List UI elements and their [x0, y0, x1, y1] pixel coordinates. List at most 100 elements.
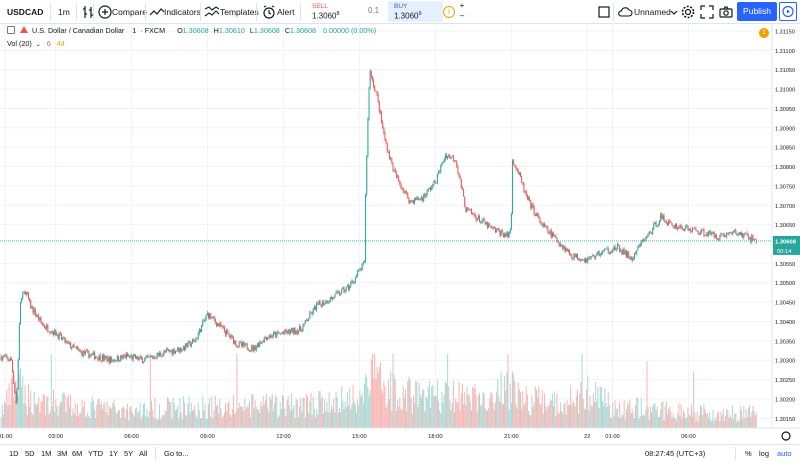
candle-body	[125, 353, 127, 359]
volume-bar	[422, 389, 424, 428]
volume-bar	[357, 399, 359, 428]
range-all[interactable]: All	[139, 449, 148, 458]
volume-bar	[188, 396, 190, 428]
range-5d[interactable]: 5D	[25, 449, 35, 458]
volume-bar	[744, 418, 746, 428]
candle-body	[547, 226, 549, 232]
candle-body	[484, 220, 486, 225]
grid	[0, 24, 772, 428]
divider	[256, 3, 257, 21]
candle-body	[279, 333, 281, 335]
candle-body	[33, 309, 35, 313]
candle-body	[752, 235, 754, 240]
quantity-stepper[interactable]: + –	[459, 1, 465, 20]
price-tick-label: 1.31100	[775, 49, 795, 55]
range-ytd[interactable]: YTD	[88, 449, 103, 458]
volume-bar	[515, 403, 517, 428]
symbol-search[interactable]: USDCAD	[7, 7, 44, 17]
camera-icon[interactable]	[718, 4, 734, 20]
range-5y[interactable]: 5Y	[124, 449, 134, 458]
price-tick-label: 1.30250	[775, 378, 795, 384]
bottom-toolbar: 1D 5D 1M 3M 6M YTD 1Y 5Y All Go to... 08…	[0, 444, 800, 461]
candle-body	[361, 263, 363, 271]
volume-bar	[285, 416, 287, 428]
candle-body	[376, 91, 378, 95]
time-axis[interactable]: 01:00 03:00 06:00 09:00 12:00 15:00 18:00 21:00…	[0, 427, 800, 444]
volume-bar	[299, 406, 301, 428]
percent-toggle[interactable]: %	[745, 449, 752, 458]
candle-body	[357, 271, 359, 276]
play-button[interactable]	[779, 2, 797, 21]
volume-bar	[713, 421, 715, 428]
time-tick-label: 06:00	[124, 434, 139, 440]
volume-bar	[124, 418, 126, 428]
volume-bar	[287, 395, 289, 428]
volume-bar	[6, 389, 8, 428]
candle-body	[598, 251, 600, 256]
collapse-icon[interactable]	[7, 26, 15, 34]
volume-bar	[161, 416, 163, 428]
publish-button[interactable]: Publish	[737, 2, 777, 21]
clock[interactable]: 08:27:45 (UTC+3)	[645, 449, 706, 458]
volume-bar	[617, 417, 619, 428]
info-icon[interactable]: i	[443, 6, 455, 18]
volume-bar	[198, 409, 200, 428]
fullscreen-icon[interactable]	[699, 4, 715, 20]
volume-bar	[296, 399, 298, 428]
volume-bar	[616, 408, 618, 428]
candle-body	[378, 100, 380, 112]
range-3m[interactable]: 3M	[57, 449, 68, 458]
volume-bar	[528, 410, 530, 428]
volume-bar	[598, 407, 600, 428]
volume-bar	[646, 361, 648, 428]
volume-bar	[550, 400, 552, 428]
volume-bar	[284, 408, 286, 428]
candle-body	[703, 229, 705, 236]
candle-body	[386, 143, 388, 152]
price-axis[interactable]: 1.31150 1.31100 1.31050 1.31000 1.30950 1.309…	[771, 24, 800, 428]
volume-bar	[557, 412, 559, 428]
buy-label: BUY	[394, 3, 408, 10]
volume-bar	[55, 399, 57, 428]
log-toggle[interactable]: log	[759, 449, 770, 458]
candle-body	[344, 290, 346, 292]
chart-settings-icon[interactable]	[781, 431, 791, 441]
candle-body	[70, 342, 72, 349]
candle-body	[520, 172, 522, 177]
checkbox-icon[interactable]	[596, 4, 612, 20]
auto-toggle[interactable]: auto	[777, 449, 792, 458]
candle-body	[744, 232, 746, 234]
candle-body	[739, 232, 741, 235]
candle-body	[109, 357, 111, 364]
bar-style-icon[interactable]	[80, 4, 96, 20]
candle-body	[473, 213, 475, 215]
range-1m[interactable]: 1M	[41, 449, 52, 458]
volume-bar	[582, 398, 584, 428]
chevron-down-icon[interactable]: ⌄	[35, 42, 41, 48]
volume-bar	[489, 398, 491, 428]
range-1y[interactable]: 1Y	[109, 449, 119, 458]
volume-bar	[451, 402, 453, 428]
gear-icon[interactable]	[680, 4, 696, 20]
alert-count-badge[interactable]: 1	[759, 28, 769, 38]
candle-body	[45, 327, 47, 329]
candle-body	[374, 86, 376, 91]
time-tick-label: 21:00	[504, 434, 519, 440]
candle-body	[162, 354, 164, 357]
volume-bar	[25, 405, 27, 428]
buy-button[interactable]: BUY 1.30609	[388, 1, 443, 22]
volume-bar	[500, 371, 502, 428]
candle-body	[68, 342, 70, 344]
goto-button[interactable]: Go to...	[164, 449, 189, 458]
price-chart[interactable]: 1.31150 1.31100 1.31050 1.31000 1.30950 1.309…	[0, 24, 800, 444]
range-1d[interactable]: 1D	[9, 449, 19, 458]
volume-bar	[565, 414, 567, 428]
candle-body	[648, 232, 650, 234]
range-6m[interactable]: 6M	[72, 449, 83, 458]
volume-bar	[49, 411, 51, 428]
sell-button[interactable]: SELL 1.30608	[306, 1, 362, 22]
interval-selector[interactable]: 1m	[58, 7, 70, 17]
volume-label[interactable]: Vol (20)	[7, 39, 32, 48]
candle-body	[16, 389, 18, 403]
candle-body	[415, 198, 417, 200]
